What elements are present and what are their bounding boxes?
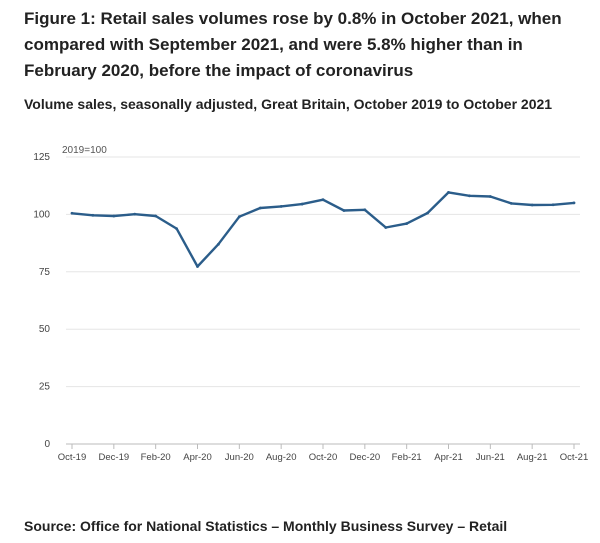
data-point — [342, 209, 346, 212]
x-tick-label: Oct-20 — [309, 452, 338, 463]
data-point — [405, 222, 409, 225]
y-tick-label: 100 — [33, 209, 50, 220]
x-tick-label: Apr-20 — [183, 452, 212, 463]
data-point — [551, 203, 555, 207]
data-point — [468, 194, 471, 198]
x-tick-label: Feb-21 — [392, 452, 422, 463]
grid-lines — [66, 156, 580, 445]
x-tick-label: Jun-21 — [476, 452, 505, 463]
y-tick-label: 75 — [39, 267, 51, 278]
data-point — [363, 208, 367, 212]
data-point — [384, 226, 388, 229]
data-point — [112, 214, 116, 218]
x-tick-label: Jun-20 — [225, 452, 254, 463]
x-tick-label: Aug-20 — [266, 452, 297, 463]
y-tick-label: 0 — [44, 439, 50, 450]
y-tick-label: 50 — [39, 324, 51, 335]
data-point — [509, 201, 513, 205]
data-point — [258, 206, 262, 210]
x-tick-label: Dec-19 — [99, 452, 130, 463]
data-point — [300, 202, 304, 206]
data-point — [321, 198, 325, 202]
data-point — [217, 242, 220, 246]
data-point — [279, 204, 283, 208]
x-tick-label: Apr-21 — [434, 452, 463, 463]
data-point — [530, 203, 534, 207]
figure-subtitle: Volume sales, seasonally adjusted, Great… — [24, 96, 553, 112]
x-tick-label: Oct-21 — [560, 452, 589, 463]
series-line — [70, 191, 576, 268]
x-tick-label: Aug-21 — [517, 452, 548, 463]
x-tick-label: Oct-19 — [58, 452, 87, 463]
x-axis-ticks: Oct-19 Dec-19 Feb-20 Apr-20 Jun-20 Aug-20 Oct-… — [58, 444, 589, 463]
data-point — [91, 213, 95, 217]
y-unit-label: 2019=100 — [62, 145, 107, 156]
data-point — [196, 265, 199, 268]
x-tick-label: Feb-20 — [141, 452, 171, 463]
data-point — [154, 214, 158, 218]
y-tick-label: 25 — [39, 382, 51, 393]
data-point — [447, 190, 450, 194]
data-point — [133, 212, 137, 216]
data-point — [572, 201, 576, 205]
data-point — [70, 211, 74, 215]
y-tick-label: 125 — [33, 152, 50, 163]
series-layer — [70, 190, 576, 268]
data-point — [488, 195, 492, 198]
source-note: Source: Office for National Statistics –… — [24, 518, 508, 534]
data-point — [237, 215, 241, 219]
y-axis-ticks: 0 25 50 75 100 125 — [33, 152, 50, 450]
figure-title: Figure 1: Retail sales volumes rose by 0… — [24, 9, 562, 80]
x-tick-label: Dec-20 — [350, 452, 381, 463]
data-point — [175, 227, 178, 231]
data-point — [426, 211, 429, 215]
